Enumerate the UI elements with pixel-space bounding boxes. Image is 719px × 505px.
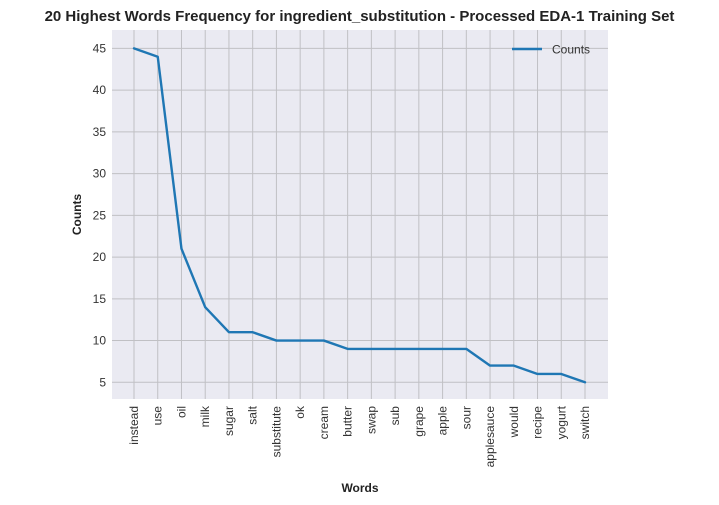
- y-tick-label: 45: [93, 41, 107, 55]
- y-tick-label: 30: [93, 167, 107, 181]
- x-tick-label: milk: [198, 405, 212, 427]
- x-tick-label: would: [507, 406, 521, 438]
- x-tick-label: apple: [436, 406, 450, 436]
- y-tick-label: 5: [99, 375, 106, 389]
- x-tick-label: salt: [246, 405, 260, 424]
- x-tick-label: substitute: [269, 406, 283, 458]
- chart-title: 20 Highest Words Frequency for ingredien…: [44, 8, 675, 25]
- x-tick-label: sub: [388, 406, 402, 426]
- x-tick-label: sugar: [222, 406, 236, 436]
- x-axis-label: Words: [341, 481, 378, 495]
- x-tick-label: swap: [364, 406, 378, 434]
- y-tick-labels: 5 10 15 20 25 30 35 40 45: [93, 41, 107, 389]
- x-tick-label: butter: [341, 406, 355, 437]
- x-tick-label: switch: [578, 406, 592, 439]
- series-line-counts: [132, 47, 587, 384]
- x-tick-label: instead: [127, 406, 141, 445]
- legend: Counts: [512, 43, 590, 57]
- x-tick-label: use: [151, 406, 165, 426]
- y-tick-label: 10: [93, 334, 107, 348]
- x-tick-label: applesauce: [483, 406, 497, 468]
- x-tick-label: oil: [174, 406, 188, 418]
- x-tick-label: recipe: [531, 406, 545, 439]
- x-tick-label: grape: [412, 406, 426, 437]
- x-tick-label: ok: [293, 405, 307, 419]
- x-tick-label: sour: [459, 406, 473, 429]
- y-tick-label: 35: [93, 125, 107, 139]
- y-tick-label: 15: [93, 292, 107, 306]
- y-tick-label: 25: [93, 208, 107, 222]
- x-tick-labels: instead use oil milk sugar salt substitute ok cr…: [127, 405, 592, 467]
- legend-label-counts: Counts: [552, 43, 590, 57]
- y-tick-label: 40: [93, 83, 107, 97]
- y-tick-label: 20: [93, 250, 107, 264]
- series-layer: [132, 47, 587, 384]
- x-tick-label: cream: [317, 406, 331, 439]
- y-axis-label: Counts: [70, 194, 84, 236]
- x-tick-label: yogurt: [554, 405, 568, 439]
- plot-area: [112, 30, 608, 399]
